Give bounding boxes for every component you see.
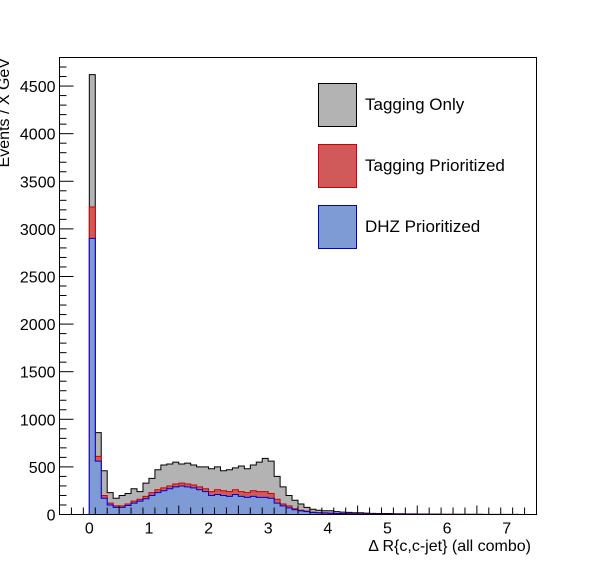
y-tick-label: 4500 xyxy=(20,79,56,96)
y-tick-label: 1500 xyxy=(20,365,56,382)
x-tick-label: 3 xyxy=(264,521,273,538)
y-tick-label: 1000 xyxy=(20,412,56,429)
x-tick-label: 7 xyxy=(502,521,511,538)
y-axis: 0 500 1000 1500 2000 2500 3000 3500 4000 4500 xyxy=(20,57,74,525)
y-tick-label: 2500 xyxy=(20,269,56,286)
x-tick-label: 0 xyxy=(85,521,94,538)
legend-label: Tagging Only xyxy=(365,95,465,114)
y-tick-label: 4000 xyxy=(20,127,56,144)
x-tick-label: 5 xyxy=(383,521,392,538)
x-axis-title: Δ R{c,c-jet} (all combo) xyxy=(368,538,531,555)
x-tick-label: 1 xyxy=(144,521,153,538)
y-tick-label: 2000 xyxy=(20,317,56,334)
y-tick-label: 3500 xyxy=(20,174,56,191)
x-tick-label: 6 xyxy=(443,521,452,538)
x-tick-label: 2 xyxy=(204,521,213,538)
y-tick-label: 3000 xyxy=(20,222,56,239)
legend-swatch xyxy=(318,83,357,127)
legend-swatch xyxy=(318,205,357,249)
legend: Tagging Only Tagging Prioritized DHZ Prior… xyxy=(318,83,505,249)
legend-swatch xyxy=(318,144,357,188)
legend-label: Tagging Prioritized xyxy=(365,156,505,175)
y-axis-title: Events / X GeV xyxy=(0,58,13,168)
legend-label: DHZ Prioritized xyxy=(365,217,480,236)
y-tick-label: 0 xyxy=(47,508,56,525)
x-axis: 0 1 2 3 4 5 6 7 xyxy=(59,505,537,538)
y-tick-label: 500 xyxy=(29,460,56,477)
legend-item-tagging-only: Tagging Only xyxy=(318,83,465,127)
legend-item-dhz-prioritized: DHZ Prioritized xyxy=(318,205,480,249)
x-tick-label: 4 xyxy=(323,521,332,538)
legend-item-tagging-prioritized: Tagging Prioritized xyxy=(318,144,505,188)
